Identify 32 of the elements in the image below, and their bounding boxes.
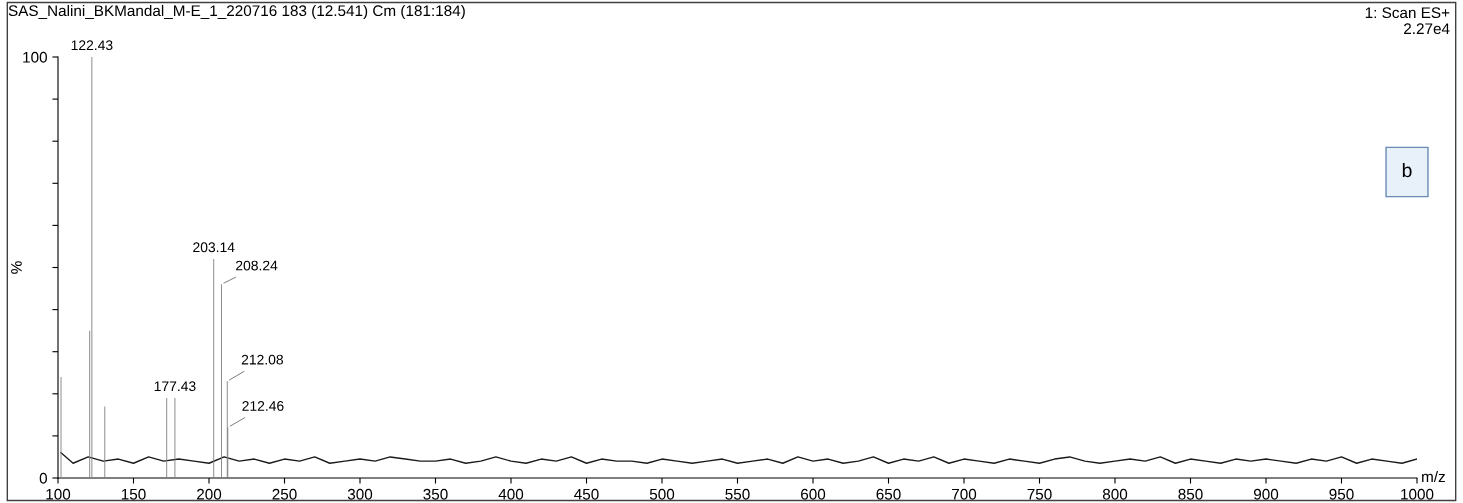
annotation: 212.46 [242, 401, 284, 411]
annotation: b [1402, 162, 1412, 178]
x-tick-label: 600 [801, 488, 826, 500]
y-axis-title: % [11, 261, 22, 274]
text: 1: Scan ES+ [1365, 7, 1450, 19]
annotation: 203.14 [193, 242, 235, 253]
text: 2.27e4 [1404, 23, 1450, 35]
x-tick-label: 100 [46, 488, 71, 500]
x-tick-label: 1000 [1401, 488, 1434, 500]
y-tick-label: 0 [39, 472, 47, 484]
x-tick-label: 400 [498, 488, 524, 500]
x-tick-label: 550 [725, 488, 750, 500]
annotation: 122.43 [71, 40, 113, 51]
x-tick-label: 450 [574, 488, 599, 500]
x-tick-label: 650 [876, 488, 901, 500]
x-tick-label: 950 [1329, 488, 1354, 500]
x-tick-label: 850 [1178, 488, 1203, 500]
annotation: 212.08 [241, 354, 284, 365]
annotation: 177.43 [154, 381, 196, 392]
x-tick-label: 150 [121, 488, 146, 500]
x-axis-title: m/z [1422, 470, 1445, 483]
chart-title: SAS_Nalini_BKMandal_M-E_1_220716 183 (12.541) Cm (181:184) [8, 4, 465, 20]
x-tick-label: 300 [347, 488, 373, 500]
x-tick-label: 200 [197, 488, 222, 500]
x-tick-label: 350 [423, 488, 448, 500]
x-tick-label: 750 [1027, 488, 1052, 500]
x-tick-label: 800 [1102, 488, 1128, 500]
x-tick-label: 900 [1253, 488, 1279, 500]
x-tick-label: 250 [272, 488, 297, 500]
annotation: 208.24 [236, 260, 278, 271]
x-tick-label: 500 [649, 488, 675, 500]
x-tick-label: 700 [952, 488, 977, 500]
